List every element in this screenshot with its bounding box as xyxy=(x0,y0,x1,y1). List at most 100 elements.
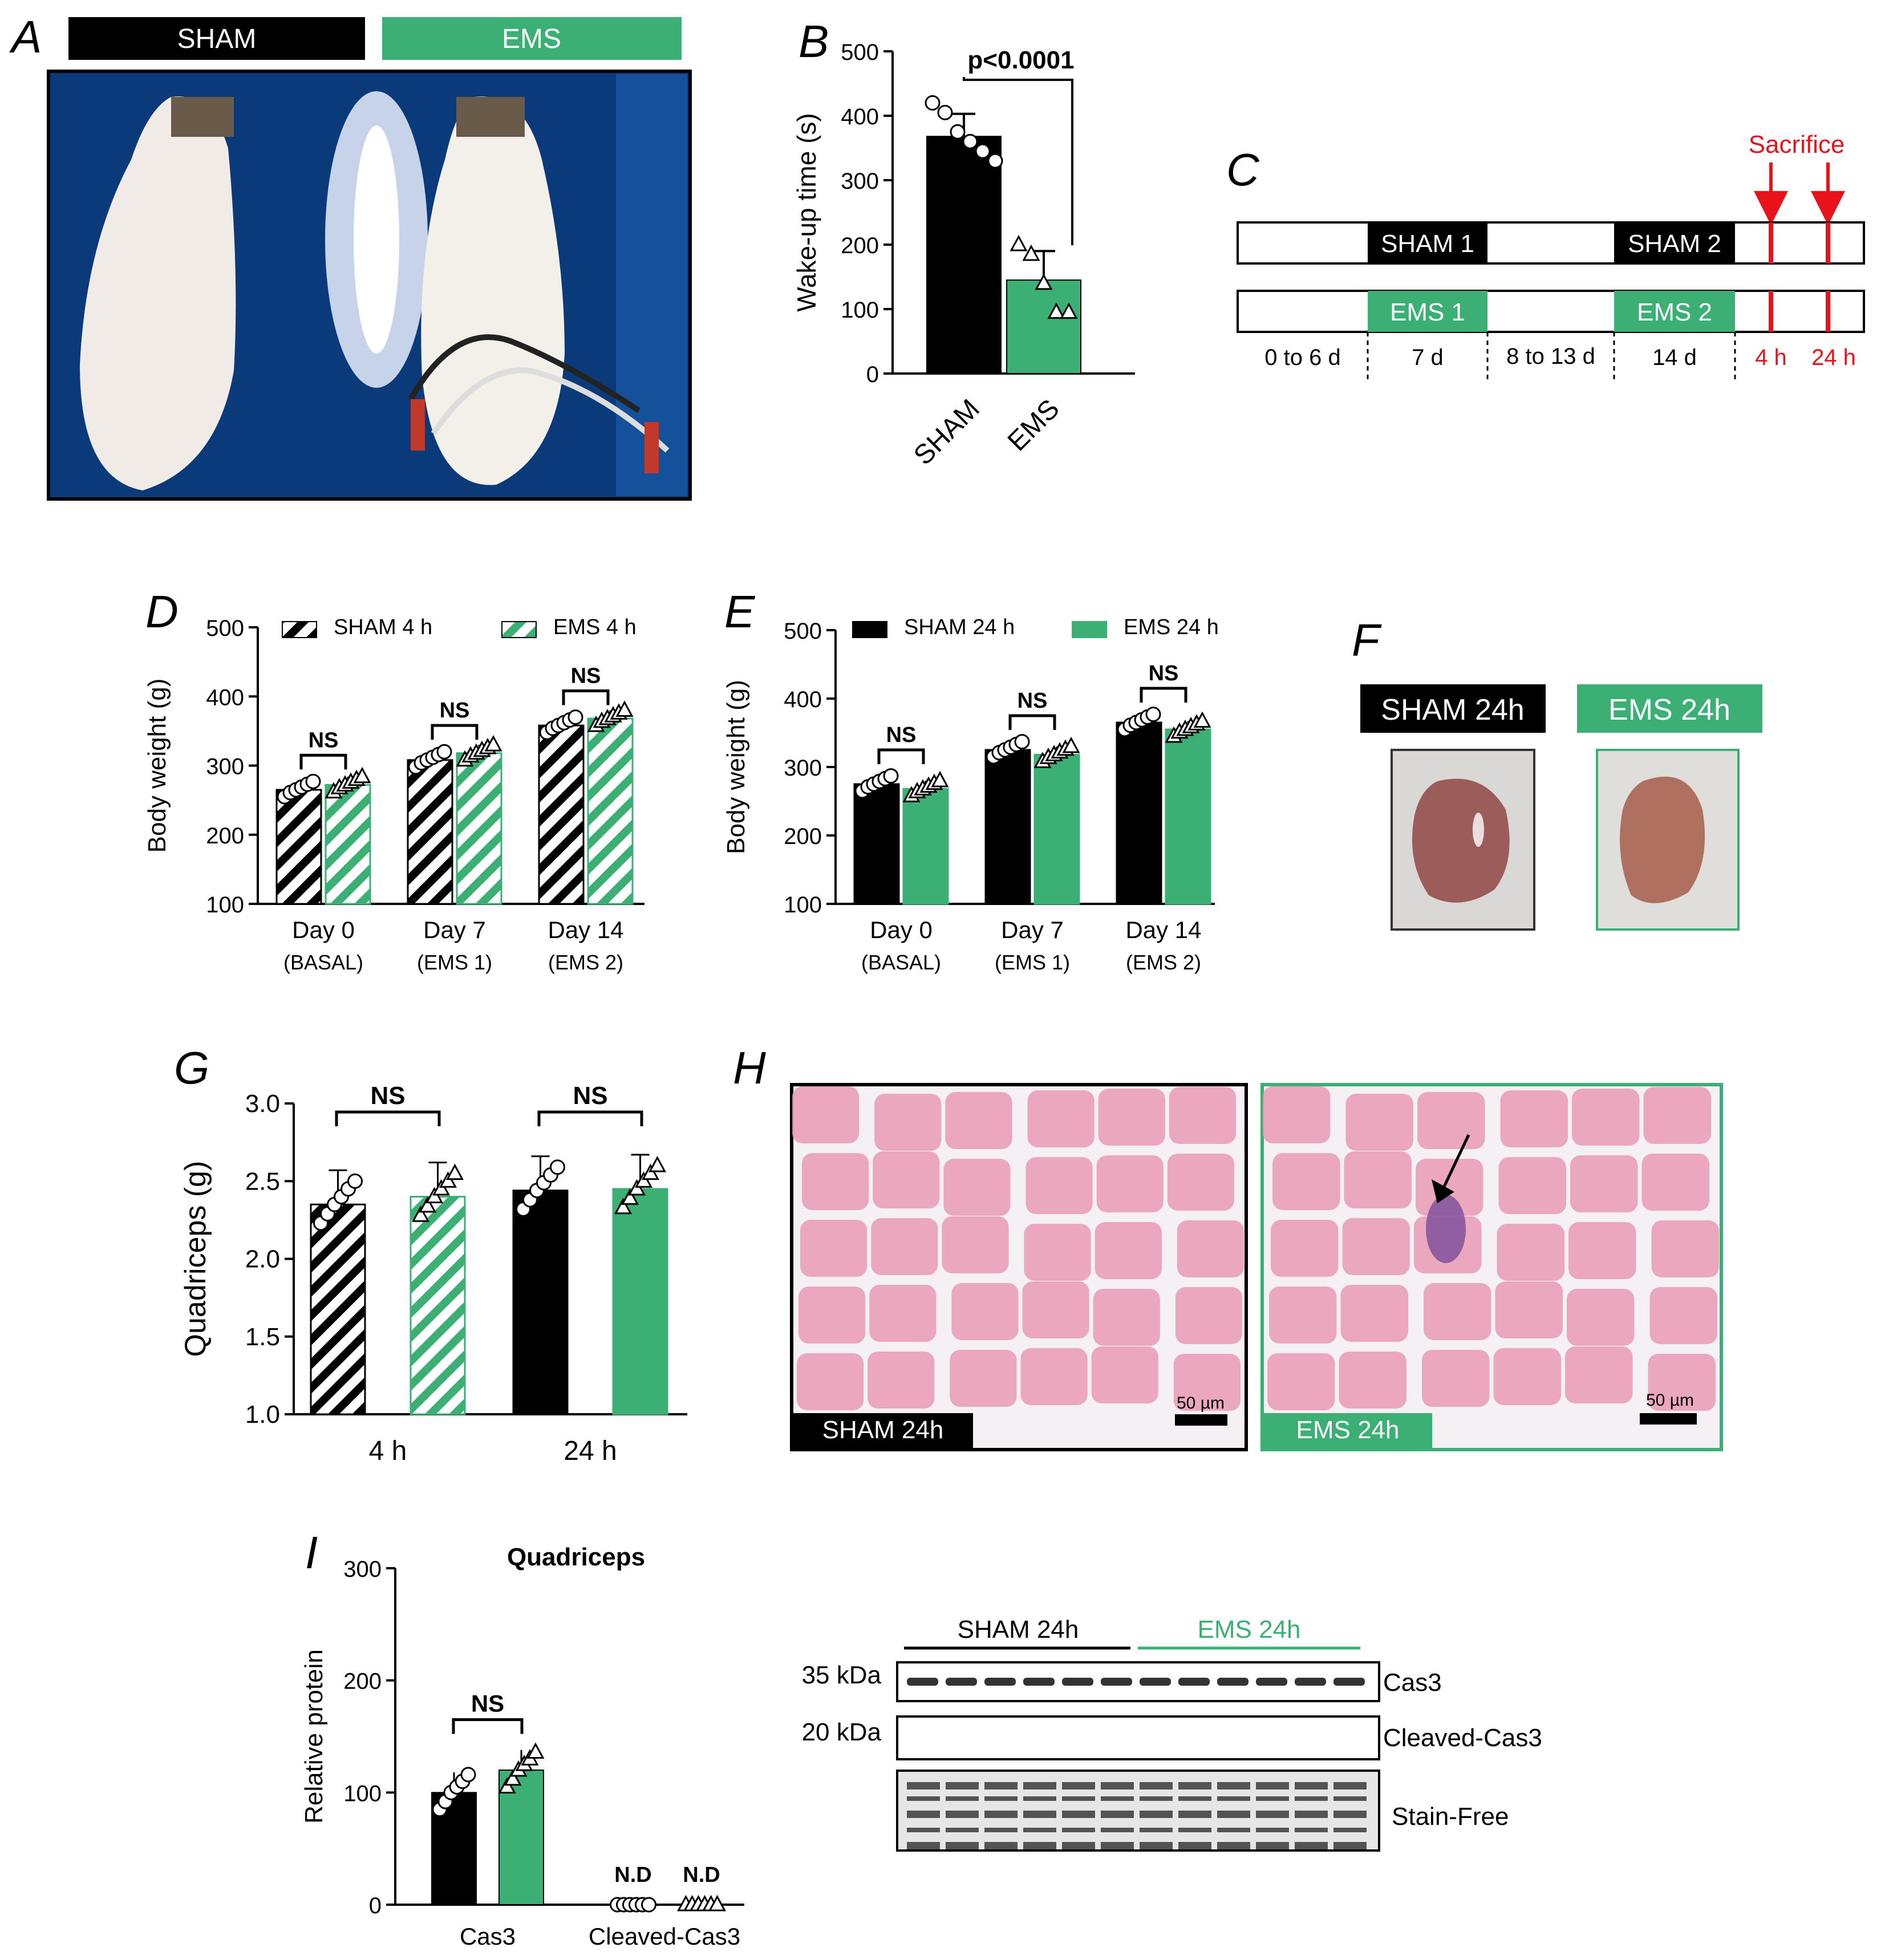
y-tick-label: 3.0 xyxy=(245,1090,280,1118)
data-point xyxy=(641,1163,660,1180)
y-tick-label: 200 xyxy=(784,824,822,849)
muscle-fiber xyxy=(1271,1220,1339,1277)
bar-sham-24-h xyxy=(1116,721,1162,905)
mw-35kda: 35 kDa xyxy=(802,1661,882,1689)
muscle-fiber xyxy=(1091,1346,1158,1403)
y-tick-label: 2.0 xyxy=(245,1245,280,1273)
data-point xyxy=(925,95,941,111)
muscle-fiber xyxy=(1422,1350,1490,1407)
stain-free-band xyxy=(1140,1828,1173,1832)
significance-label: NS xyxy=(886,723,917,747)
x-tick-label: Day 14 xyxy=(548,916,623,943)
data-point xyxy=(1060,302,1078,319)
panel-letter-b: B xyxy=(798,16,829,67)
y-tick-label: 100 xyxy=(206,892,244,918)
panel-letter-d: D xyxy=(145,586,179,637)
stain-free-band xyxy=(1295,1796,1328,1801)
muscle-fiber xyxy=(1649,1287,1717,1344)
stain-free-band xyxy=(946,1782,979,1789)
bar-ems-4-h xyxy=(325,784,371,905)
stain-free-band xyxy=(1023,1828,1056,1832)
stain-free-band xyxy=(1256,1796,1289,1801)
stain-free-band xyxy=(984,1842,1018,1849)
muscle-fiber xyxy=(1567,1289,1635,1346)
data-point xyxy=(347,1173,363,1189)
legend-label: EMS 4 h xyxy=(553,615,637,639)
y-axis-label: Body weight (g) xyxy=(143,679,171,853)
muscle-fiber xyxy=(1498,1157,1566,1214)
histology-sham-label: SHAM 24h xyxy=(822,1416,944,1444)
liver-sham-label: SHAM 24h xyxy=(1381,693,1524,727)
muscle-fiber xyxy=(800,1220,868,1277)
scale-bar-sham xyxy=(1175,1414,1227,1426)
muscle-fiber xyxy=(1424,1283,1491,1340)
period-4h: 4 h xyxy=(1755,345,1787,370)
significance-bracket xyxy=(452,1718,524,1734)
significance-label: NS xyxy=(370,1082,405,1110)
stain-free-band xyxy=(1256,1842,1289,1849)
western-blot: SHAM 24h EMS 24h 35 kDa Cas3 20 kDa Clea… xyxy=(802,1616,1542,1852)
stain-free-band xyxy=(1295,1782,1328,1789)
timeline-ems2-block xyxy=(1614,291,1735,332)
blot-ems-label: EMS 24h xyxy=(1198,1616,1301,1644)
muscle-fiber xyxy=(868,1352,935,1409)
stain-free-band xyxy=(1062,1796,1095,1801)
cas3-band xyxy=(907,1678,938,1686)
scale-bar-ems xyxy=(1640,1413,1697,1425)
muscle-fiber xyxy=(1565,1346,1633,1403)
muscle-fiber xyxy=(1095,1222,1162,1279)
significance-label: NS xyxy=(571,664,601,688)
data-point xyxy=(436,744,452,760)
data-point xyxy=(432,1179,451,1196)
cas3-band xyxy=(1217,1678,1249,1686)
bar-sham-1 xyxy=(512,1190,569,1415)
muscle-fiber xyxy=(1024,1224,1091,1281)
muscle-fiber xyxy=(945,1092,1012,1149)
significance-bracket xyxy=(562,689,610,705)
y-axis-label: Wake-up time (s) xyxy=(792,113,821,311)
stain-free-band xyxy=(1101,1782,1134,1789)
y-tick-label: 500 xyxy=(841,40,879,65)
muscle-fiber xyxy=(1570,1155,1638,1212)
sacrifice-label: Sacrifice xyxy=(1749,131,1845,159)
stain-free-band xyxy=(1333,1782,1367,1789)
chart-title: Quadriceps xyxy=(507,1543,645,1571)
data-point xyxy=(411,1206,430,1222)
data-point xyxy=(1062,736,1080,753)
bar-ems-24-h xyxy=(1165,728,1211,905)
y-tick-label: 300 xyxy=(343,1557,382,1582)
significance-label: NS xyxy=(471,1690,504,1717)
legend-swatch xyxy=(1072,621,1107,638)
y-tick-label: 200 xyxy=(343,1669,382,1694)
period-0-6d: 0 to 6 d xyxy=(1264,345,1340,370)
muscle-fiber xyxy=(1344,1151,1412,1208)
histology-ems-label: EMS 24h xyxy=(1296,1416,1400,1444)
muscle-fiber xyxy=(1497,1224,1564,1281)
stain-free-band xyxy=(1217,1828,1250,1832)
rats-photo xyxy=(47,70,692,501)
bar-ems-24-h xyxy=(1033,753,1080,905)
data-point xyxy=(937,104,953,120)
x-tick-sublabel: (EMS 1) xyxy=(417,951,492,974)
nd-label: N.D xyxy=(683,1863,720,1887)
muscle-fiber xyxy=(1096,1155,1164,1212)
stain-free-band xyxy=(1333,1811,1367,1818)
muscle-fiber xyxy=(1167,1154,1234,1211)
bar-sham-0 xyxy=(310,1203,366,1415)
bar-sham-4-h xyxy=(538,724,585,905)
x-tick-sublabel: (EMS 2) xyxy=(1126,951,1201,974)
timeline-ems2-label: EMS 2 xyxy=(1637,298,1712,326)
significance-bracket xyxy=(1140,687,1187,703)
data-point xyxy=(627,1179,646,1196)
stain-free-band xyxy=(1101,1842,1134,1849)
data-point xyxy=(1014,734,1030,750)
y-tick-label: 400 xyxy=(206,685,244,710)
x-tick-label: Day 0 xyxy=(292,916,355,943)
x-tick-label: Cleaved-Cas3 xyxy=(589,1923,740,1950)
y-tick-label: 300 xyxy=(784,756,822,781)
y-tick-label: 2.5 xyxy=(245,1167,280,1195)
data-point xyxy=(931,770,949,788)
stain-free-band xyxy=(1217,1782,1250,1789)
x-tick-sublabel: (BASAL) xyxy=(861,951,941,974)
muscle-fiber xyxy=(802,1153,869,1210)
